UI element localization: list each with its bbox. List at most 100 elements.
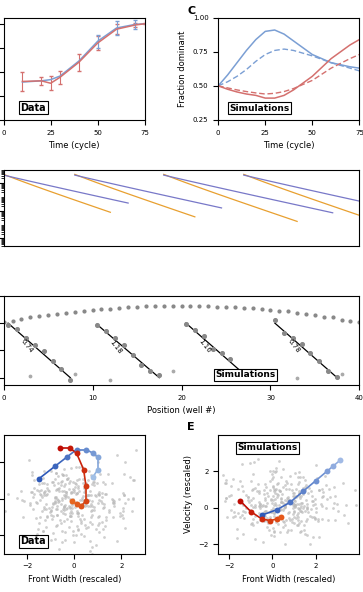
Point <box>279 497 285 507</box>
Point <box>121 490 127 500</box>
Point <box>285 508 290 517</box>
Point <box>286 484 292 494</box>
Point <box>41 488 47 497</box>
Point <box>223 475 229 484</box>
Point <box>53 522 59 531</box>
Point <box>81 514 87 524</box>
Point <box>280 498 286 508</box>
Point <box>245 372 251 381</box>
Point <box>111 496 117 506</box>
Point <box>81 307 87 316</box>
Point <box>45 311 51 320</box>
Point <box>234 533 240 543</box>
Point <box>39 492 45 501</box>
Point <box>89 501 95 510</box>
Point <box>339 315 344 324</box>
Point <box>310 501 315 510</box>
Point <box>276 490 281 500</box>
Point <box>36 518 42 527</box>
Point <box>70 526 76 536</box>
Point <box>72 369 78 378</box>
Point <box>50 500 56 509</box>
Point <box>89 549 95 559</box>
Point <box>297 503 303 512</box>
Point <box>307 511 313 521</box>
Point <box>59 469 65 478</box>
Point <box>273 484 279 493</box>
Point <box>297 506 303 516</box>
Point <box>42 486 48 496</box>
Point <box>325 515 331 525</box>
Point <box>66 501 72 511</box>
Point <box>52 498 58 508</box>
Point <box>26 498 32 508</box>
Point <box>266 507 272 517</box>
Point <box>291 500 297 510</box>
Point <box>301 520 307 530</box>
Point <box>130 350 135 359</box>
Point <box>318 499 324 509</box>
Point <box>85 475 91 485</box>
Point <box>288 479 294 488</box>
Point <box>224 512 230 522</box>
Point <box>60 486 65 496</box>
Point <box>312 494 318 504</box>
Point <box>74 445 79 454</box>
Point <box>63 471 69 480</box>
Point <box>343 500 349 509</box>
Point <box>319 485 325 494</box>
Point <box>281 517 286 526</box>
Point <box>308 504 314 514</box>
Point <box>240 500 246 510</box>
Point <box>271 500 277 510</box>
Point <box>293 501 298 510</box>
Point <box>302 482 308 492</box>
Point <box>82 496 87 506</box>
Point <box>88 499 94 509</box>
Point <box>287 516 293 525</box>
Point <box>268 505 274 514</box>
Point <box>272 495 278 504</box>
Point <box>50 498 56 508</box>
Point <box>131 475 137 485</box>
Point <box>91 505 97 514</box>
Point <box>133 445 139 454</box>
Point <box>287 498 293 507</box>
Point <box>83 478 89 488</box>
Point <box>201 331 207 340</box>
Point <box>294 510 300 520</box>
Point <box>230 513 236 522</box>
Point <box>223 493 229 503</box>
Point <box>260 501 266 510</box>
Point <box>44 512 50 522</box>
Point <box>327 493 333 502</box>
Point <box>102 489 108 498</box>
Point <box>237 496 243 506</box>
Point <box>32 340 38 349</box>
Point <box>259 501 265 511</box>
Point <box>317 357 322 366</box>
Point <box>48 535 54 545</box>
Point <box>263 501 269 511</box>
Point <box>304 499 310 509</box>
Point <box>40 526 46 536</box>
Point <box>295 472 301 482</box>
Point <box>61 490 66 500</box>
Point <box>58 478 64 487</box>
Point <box>66 523 72 532</box>
Point <box>286 494 291 504</box>
Point <box>121 491 127 500</box>
Point <box>19 495 25 504</box>
Point <box>278 472 284 482</box>
Point <box>259 510 265 520</box>
Point <box>285 525 291 535</box>
Point <box>297 494 303 503</box>
Point <box>68 498 74 507</box>
Point <box>228 355 233 364</box>
Point <box>37 489 43 498</box>
Point <box>274 490 280 499</box>
Point <box>324 466 330 476</box>
Point <box>270 472 276 482</box>
Point <box>281 504 287 513</box>
Point <box>73 489 78 498</box>
